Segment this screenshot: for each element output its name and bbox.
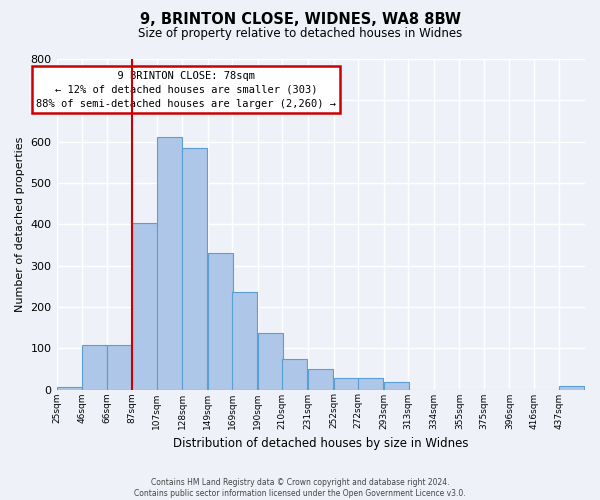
Text: 9 BRINTON CLOSE: 78sqm  
← 12% of detached houses are smaller (303)
88% of semi-: 9 BRINTON CLOSE: 78sqm ← 12% of detached… bbox=[36, 70, 336, 108]
Bar bbox=[334, 378, 359, 390]
Bar bbox=[132, 223, 157, 390]
Text: 9, BRINTON CLOSE, WIDNES, WA8 8BW: 9, BRINTON CLOSE, WIDNES, WA8 8BW bbox=[139, 12, 461, 28]
Bar bbox=[107, 346, 131, 390]
Text: Size of property relative to detached houses in Widnes: Size of property relative to detached ho… bbox=[138, 28, 462, 40]
Bar bbox=[308, 369, 333, 390]
X-axis label: Distribution of detached houses by size in Widnes: Distribution of detached houses by size … bbox=[173, 437, 469, 450]
Text: Contains HM Land Registry data © Crown copyright and database right 2024.
Contai: Contains HM Land Registry data © Crown c… bbox=[134, 478, 466, 498]
Bar bbox=[283, 358, 307, 390]
Bar bbox=[208, 253, 233, 390]
Bar bbox=[182, 148, 207, 390]
Bar bbox=[358, 378, 383, 390]
Bar bbox=[82, 346, 107, 390]
Bar bbox=[383, 382, 409, 390]
Bar bbox=[258, 334, 283, 390]
Bar bbox=[56, 388, 82, 390]
Bar bbox=[559, 386, 584, 390]
Bar bbox=[232, 292, 257, 390]
Bar bbox=[157, 138, 182, 390]
Y-axis label: Number of detached properties: Number of detached properties bbox=[15, 136, 25, 312]
